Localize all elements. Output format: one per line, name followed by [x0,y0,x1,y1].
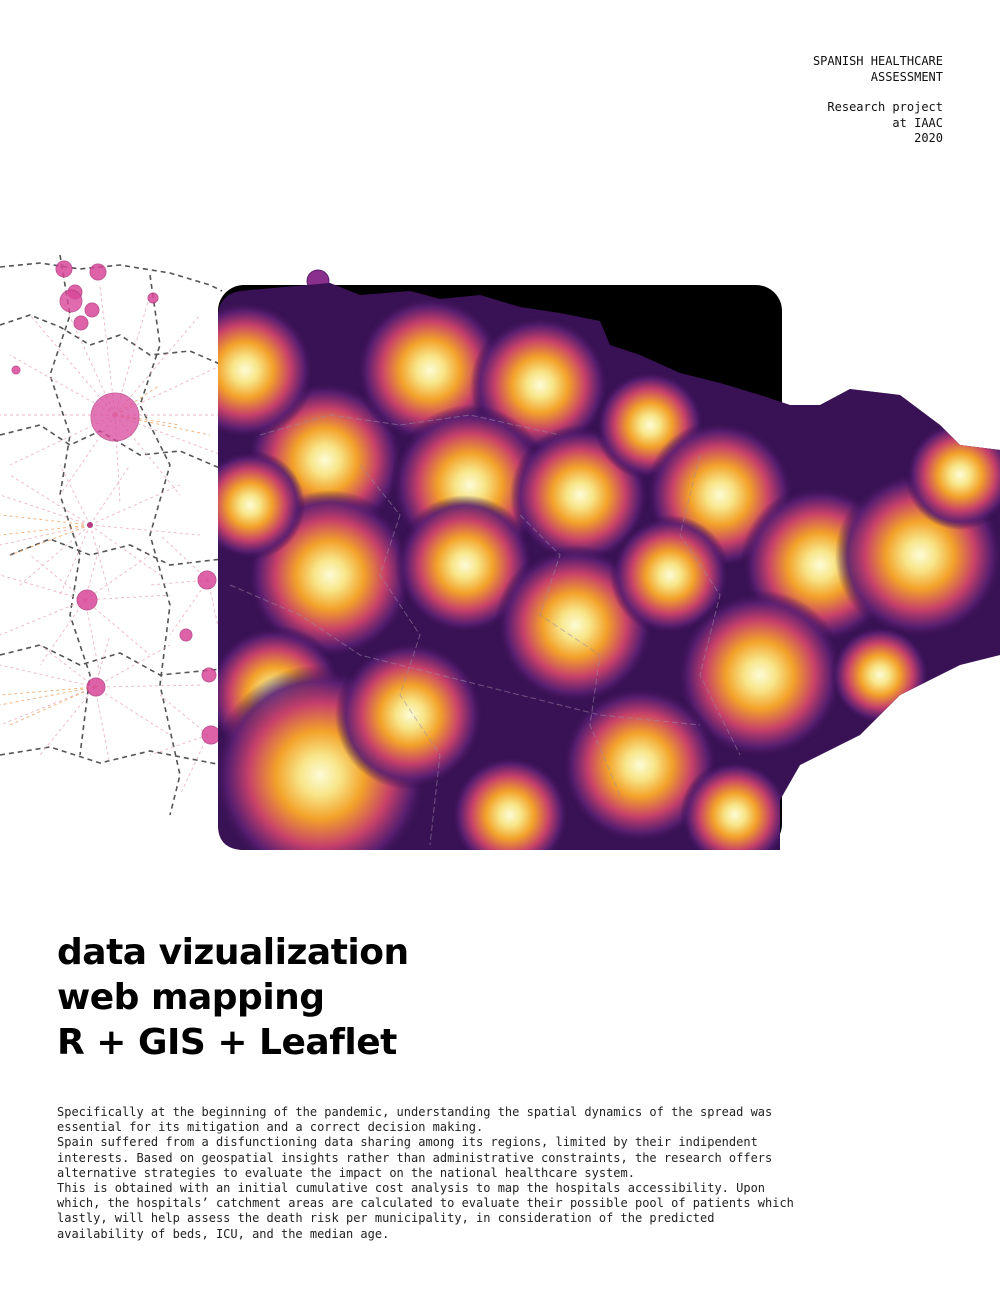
headline-line1: data vizualization [57,932,409,973]
hospital-markers [11,260,221,745]
paragraph-1: Specifically at the beginning of the pan… [57,1105,773,1135]
headline: data vizualization web mapping R + GIS +… [57,930,409,1065]
project-title-line1: SPANISH HEALTHCARE [812,54,943,68]
accessibility-heatmap [218,283,1000,850]
project-year: 2020 [914,131,943,145]
paragraph-3: This is obtained with an initial cumulat… [57,1181,794,1241]
headline-line3: R + GIS + Leaflet [57,1022,397,1063]
headline-line2: web mapping [57,977,325,1018]
map-collage [0,255,1000,855]
project-title-line2: ASSESSMENT [870,69,943,84]
project-meta: SPANISH HEALTHCARE ASSESSMENT Research p… [623,54,943,147]
subtitle-line1: Research project [827,100,943,114]
flow-lines [0,284,222,796]
map-illustration [0,255,1000,850]
subtitle-line2: at IAAC [892,115,943,130]
description: Specifically at the beginning of the pan… [57,1105,797,1242]
paragraph-2: Spain suffered from a disfunctioning dat… [57,1135,773,1180]
catchment-diagram [0,255,222,815]
